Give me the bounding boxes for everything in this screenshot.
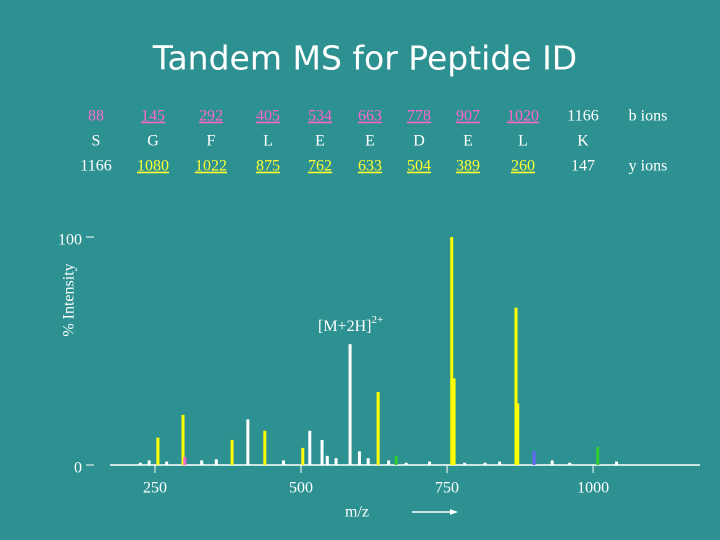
peak	[230, 439, 234, 465]
x-tick-label: 500	[289, 480, 313, 497]
peak	[483, 462, 487, 465]
peak	[366, 458, 370, 465]
b-ion: 292	[199, 108, 223, 125]
peak	[498, 461, 502, 465]
y-ion: 147	[571, 158, 595, 175]
annotation-text: [M+2H]	[318, 318, 371, 335]
peak	[183, 457, 187, 465]
residue: E	[365, 133, 375, 150]
peak	[376, 392, 380, 465]
peak	[138, 462, 142, 465]
peak	[246, 419, 250, 465]
peak	[452, 378, 456, 465]
peak	[334, 458, 338, 465]
arrow	[412, 509, 458, 515]
residue: L	[263, 133, 273, 150]
y-tick-label: 100	[58, 232, 82, 249]
peak	[181, 414, 185, 465]
peak	[550, 460, 554, 465]
peak	[387, 460, 391, 465]
b-ion: 1020	[507, 108, 539, 125]
annotation-sup: 2+	[371, 314, 383, 326]
peak	[325, 455, 329, 465]
y-ion: 1022	[195, 158, 227, 175]
y-ion: 260	[511, 158, 535, 175]
b-ion: 405	[256, 108, 280, 125]
peak	[394, 455, 398, 465]
peak	[200, 460, 204, 465]
b-ion: 534	[308, 108, 332, 125]
peak	[214, 459, 218, 465]
peak	[428, 461, 432, 465]
b-ion: 88	[88, 108, 104, 125]
y-ions-label: y ions	[629, 158, 668, 175]
peak	[156, 437, 160, 465]
peak	[357, 451, 361, 465]
peak	[348, 344, 352, 465]
peak	[301, 447, 305, 465]
residue: G	[147, 133, 159, 150]
peak	[596, 446, 600, 465]
residue: F	[207, 133, 216, 150]
y-ion: 1080	[137, 158, 169, 175]
peak	[568, 462, 572, 465]
peak	[450, 237, 454, 465]
peak	[532, 451, 536, 465]
peak	[308, 430, 312, 465]
b-ion: 778	[407, 108, 431, 125]
b-ion: 907	[456, 108, 480, 125]
b-ion: 1166	[567, 108, 598, 125]
peak	[614, 461, 618, 465]
y-ion: 1166	[80, 158, 111, 175]
y-axis-label: % Intensity	[61, 263, 78, 336]
x-axis-label: m/z	[345, 504, 369, 521]
y-ion: 762	[308, 158, 332, 175]
peak	[147, 460, 151, 465]
b-ion: 145	[141, 108, 165, 125]
peak	[263, 430, 267, 465]
x-tick-label: 250	[143, 480, 167, 497]
residue: S	[92, 133, 101, 150]
peak	[281, 460, 285, 465]
annotation: [M+2H]2+	[318, 314, 383, 335]
peak	[404, 462, 408, 465]
x-tick-label: 1000	[577, 480, 609, 497]
b-ions-label: b ions	[629, 108, 668, 125]
x-tick-label: 750	[435, 480, 459, 497]
b-ion: 663	[358, 108, 382, 125]
title: Tandem MS for Peptide ID	[152, 39, 577, 78]
peak	[320, 439, 324, 465]
y-tick-label: 0	[74, 460, 82, 477]
peak	[165, 461, 169, 465]
residue: K	[577, 133, 589, 150]
residue: E	[315, 133, 325, 150]
peak	[516, 403, 520, 465]
y-ion: 875	[256, 158, 280, 175]
y-ion: 389	[456, 158, 480, 175]
residue: D	[413, 133, 425, 150]
y-ion: 633	[358, 158, 382, 175]
peak	[514, 307, 518, 465]
y-ion: 504	[407, 158, 431, 175]
residue: L	[518, 133, 528, 150]
residue: E	[463, 133, 473, 150]
peak	[463, 462, 467, 465]
